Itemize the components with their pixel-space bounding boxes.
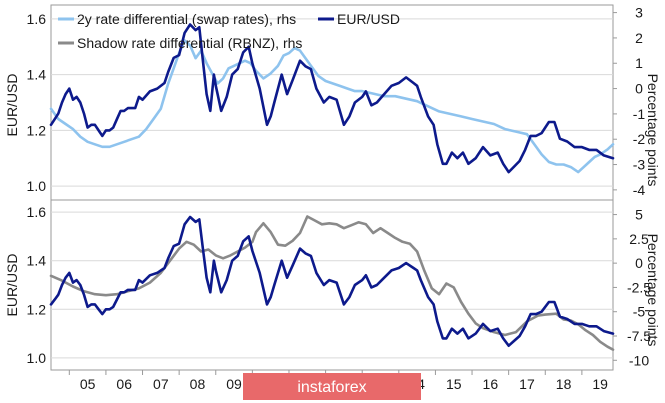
top-right-tick-label: 2 [635, 30, 643, 46]
top-right-tick-label: -3 [633, 157, 646, 173]
watermark-banner [243, 373, 421, 400]
bottom-right-tick-label: -2.5 [627, 279, 651, 295]
bottom-right-tick-label: -7.5 [627, 328, 651, 344]
top-right-tick-label: -1 [633, 106, 646, 122]
bottom-right-ticks: 5 2.5 0 -2.5 -5 -7.5 -10 [613, 207, 651, 368]
top-eurusd-line [49, 23, 615, 174]
top-series-layer [49, 23, 615, 174]
top-right-axis-title: Percentage points [645, 74, 661, 187]
bottom-series-layer [49, 215, 615, 351]
bottom-shadow-rate-line [49, 215, 615, 351]
x-tick-label: 06 [116, 376, 132, 392]
legend-swap-label: 2y rate differential (swap rates), rhs [77, 11, 296, 27]
bottom-eurusd-line [49, 215, 615, 347]
legend-shadow-label: Shadow rate differential (RBNZ), rhs [77, 35, 302, 51]
top-panel-frame [50, 4, 614, 201]
bottom-right-tick-label: -5 [633, 304, 646, 320]
top-right-tick-label: 1 [635, 55, 643, 71]
bottom-right-tick-label: 2.5 [629, 231, 649, 247]
top-left-tick-label: 1.4 [27, 67, 47, 83]
x-tick-label: 17 [519, 376, 535, 392]
x-tick-label: 18 [556, 376, 572, 392]
top-right-tick-label: 3 [635, 5, 643, 21]
x-tick-label: 07 [153, 376, 169, 392]
bottom-left-tick-label: 1.0 [27, 350, 47, 366]
legend-eurusd-label: EUR/USD [337, 11, 400, 27]
bottom-left-tick-label: 1.4 [27, 253, 47, 269]
bottom-left-ticks: 1.0 1.2 1.4 1.6 [27, 204, 47, 366]
x-tick-label: 08 [190, 376, 206, 392]
bottom-right-tick-label: 5 [635, 207, 643, 223]
x-tick-label: 09 [226, 376, 242, 392]
x-tick-label: 16 [483, 376, 499, 392]
bottom-grid [51, 211, 613, 359]
top-left-ticks: 1.0 1.2 1.4 1.6 [27, 11, 47, 194]
bottom-left-tick-label: 1.6 [27, 204, 47, 220]
bottom-right-tick-label: -10 [629, 352, 649, 368]
top-right-ticks: 3 2 1 0 -1 -2 -3 -4 [613, 5, 645, 198]
x-tick-label: 15 [446, 376, 462, 392]
top-left-tick-label: 1.0 [27, 178, 47, 194]
legend: 2y rate differential (swap rates), rhs E… [58, 11, 400, 51]
top-left-axis-title: EUR/USD [4, 73, 20, 136]
watermark: instaforex [243, 373, 421, 400]
top-right-tick-label: 0 [635, 81, 643, 97]
top-left-tick-label: 1.6 [27, 11, 47, 27]
bottom-left-tick-label: 1.2 [27, 301, 47, 317]
top-right-tick-label: -2 [633, 131, 646, 147]
x-tick-label: 05 [80, 376, 96, 392]
watermark-text: instaforex [297, 379, 366, 396]
bottom-right-axis-title: Percentage points [645, 234, 661, 347]
bottom-left-axis-title: EUR/USD [4, 253, 20, 316]
top-left-tick-label: 1.2 [27, 122, 47, 138]
bottom-panel-frame [50, 199, 614, 371]
bottom-right-tick-label: 0 [635, 255, 643, 271]
top-right-tick-label: -4 [633, 182, 646, 198]
x-tick-label: 19 [592, 376, 608, 392]
